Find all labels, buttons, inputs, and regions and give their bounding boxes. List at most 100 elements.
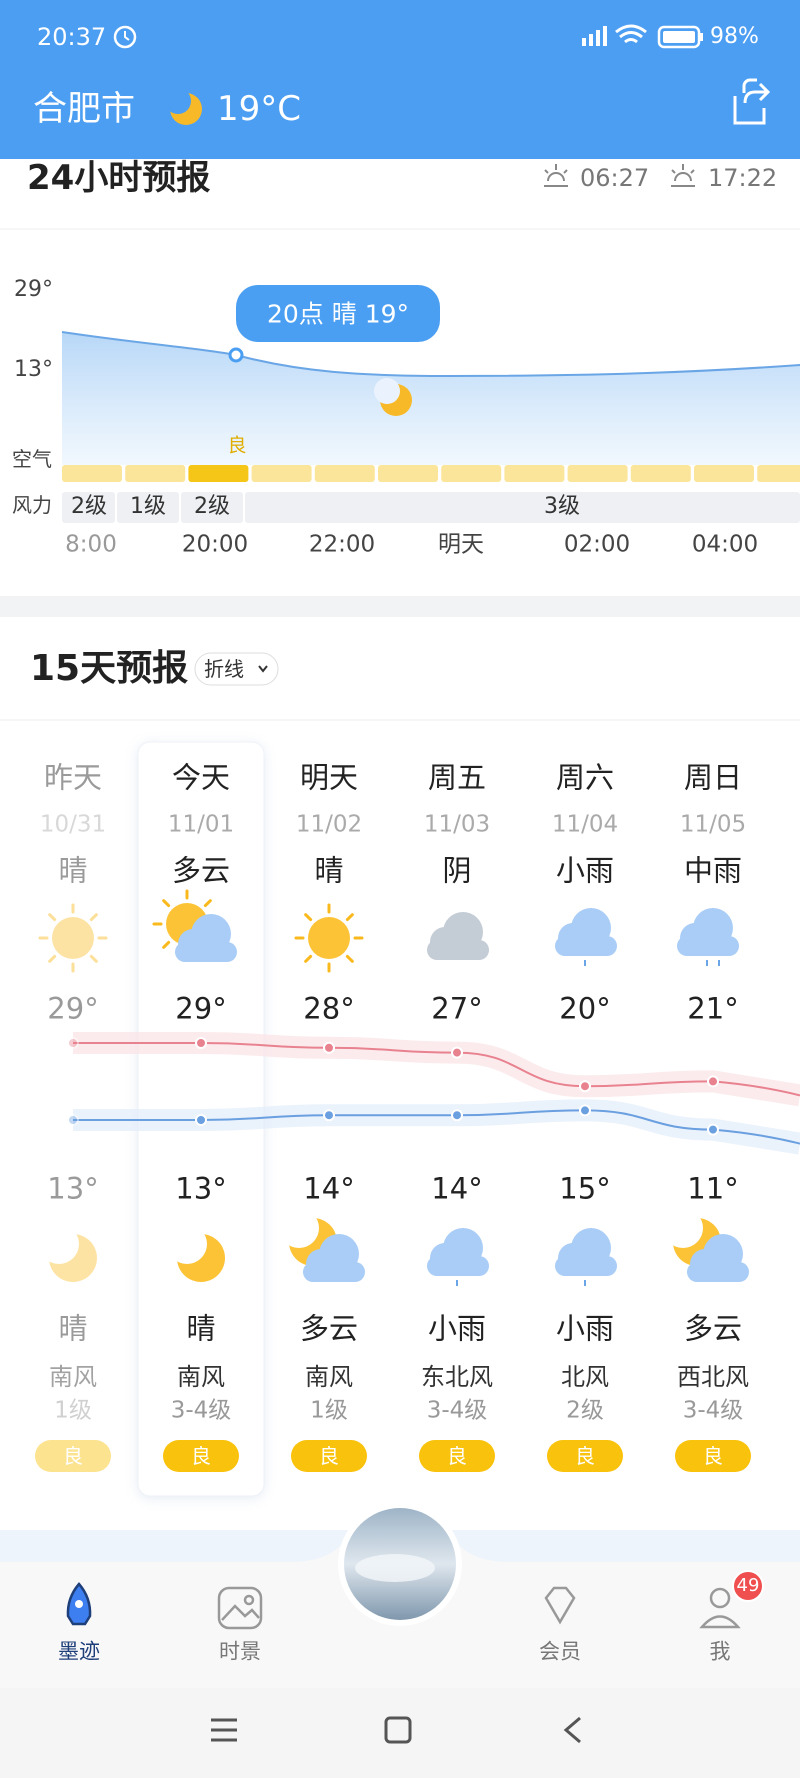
nav-item[interactable]: 我 [709,1639,731,1664]
low-dot [195,1114,207,1126]
wind-level: 2级 [566,1397,604,1424]
mode-pill[interactable] [194,652,279,686]
battery: 98% [710,24,759,49]
weather-night: 多云 [299,1311,359,1346]
cloud [687,1262,749,1282]
ray [345,954,354,963]
air-bar [441,465,502,482]
moon-cut [663,1208,703,1248]
temp-curves [67,1031,800,1155]
aqi: 良 [63,1444,83,1468]
ray [89,913,98,922]
high-dot [707,1075,719,1088]
wind-direction: 南风 [49,1363,97,1391]
section-title: 24小时预报 [27,158,211,198]
ray [162,940,171,949]
aqi: 良 [703,1444,723,1468]
aqi-pill [419,1440,495,1472]
air-bar [504,465,565,482]
high-dot [67,1037,79,1049]
weather-night: 晴 [58,1311,88,1346]
high-dot [195,1037,207,1049]
section-title: 15天预报 [30,648,189,689]
high-dot [451,1046,463,1059]
air-quality: 良 [227,434,247,457]
time-label: 明天 [438,531,484,558]
nav-icons [66,1570,764,1630]
weather-night: 晴 [186,1311,216,1346]
wind-level: 1级 [54,1397,92,1424]
wind-direction: 南风 [177,1363,225,1391]
tooltip: 20点 晴 19° [266,299,410,329]
nav-item[interactable]: 会员 [539,1639,581,1664]
ray [162,899,171,908]
day-date: 11/05 [679,811,747,838]
low-dot [323,1109,335,1122]
low-temp: 15° [559,1171,611,1206]
day-date: 11/03 [423,811,491,838]
weather-night: 小雨 [427,1311,487,1346]
section-gap [0,596,800,617]
ray [48,954,57,963]
hourly-dot [228,347,244,363]
moon-cut [165,88,191,114]
share-icon[interactable] [733,78,771,125]
system-bar [0,1688,800,1778]
air-bar [567,465,628,482]
air-bar [125,465,186,482]
air-bar [62,465,122,482]
icon-pair [427,912,489,1286]
cloud [427,940,489,960]
time-label: 22:00 [308,531,376,558]
aqi: 良 [191,1444,211,1468]
day-name: 今天 [171,760,231,795]
cloud [427,1256,489,1276]
wind-label: 风力 [12,493,52,517]
air-bar [251,465,312,482]
wind-level: 3-4级 [170,1397,232,1424]
low-temp: 13° [175,1171,227,1206]
ray [89,954,98,963]
moon-cut [279,1208,319,1248]
high-temp: 29° [175,991,227,1026]
moon-cut [39,1224,79,1264]
time-label: 20:00 [181,531,249,558]
time-label: 04:00 [691,531,759,558]
low-dot [451,1109,463,1122]
sun [308,917,350,959]
day-name: 明天 [299,760,359,795]
wind-level: 1级 [310,1397,348,1424]
mode[interactable]: 折线 [204,657,244,681]
low-temp: 13° [47,1171,99,1206]
weather-icons [38,889,749,1286]
air-bar [378,465,438,482]
system-nav [211,1716,581,1744]
ray [203,899,212,908]
day-date: 10/31 [39,811,107,838]
wind-direction: 西北风 [677,1363,749,1391]
air-bar [314,465,375,482]
low-temp: 14° [303,1171,355,1206]
nav-item[interactable]: 时景 [219,1639,261,1664]
air-bar [694,465,754,482]
cloud [555,936,617,956]
wind-level: 3-4级 [426,1397,488,1424]
city[interactable]: 合肥市 [33,89,135,129]
weather-day: 多云 [171,853,231,888]
low-dot [707,1123,719,1136]
weather-day: 晴 [314,853,344,888]
sunrise: 06:27 [580,164,650,192]
air-label: 空气 [12,447,52,471]
wind-direction: 东北风 [421,1363,493,1391]
day-date: 11/01 [167,811,235,838]
aqi-pill [163,1440,239,1472]
air-bar [188,465,249,482]
day-name: 昨天 [43,760,103,795]
icon-pair [663,908,749,1282]
y-label: 29° [14,277,53,302]
moon-cut [374,378,400,404]
weather-night: 多云 [683,1311,743,1346]
icon-pair [152,889,237,1282]
nav-item[interactable]: 墨迹 [58,1639,100,1664]
air-bar [630,465,691,482]
